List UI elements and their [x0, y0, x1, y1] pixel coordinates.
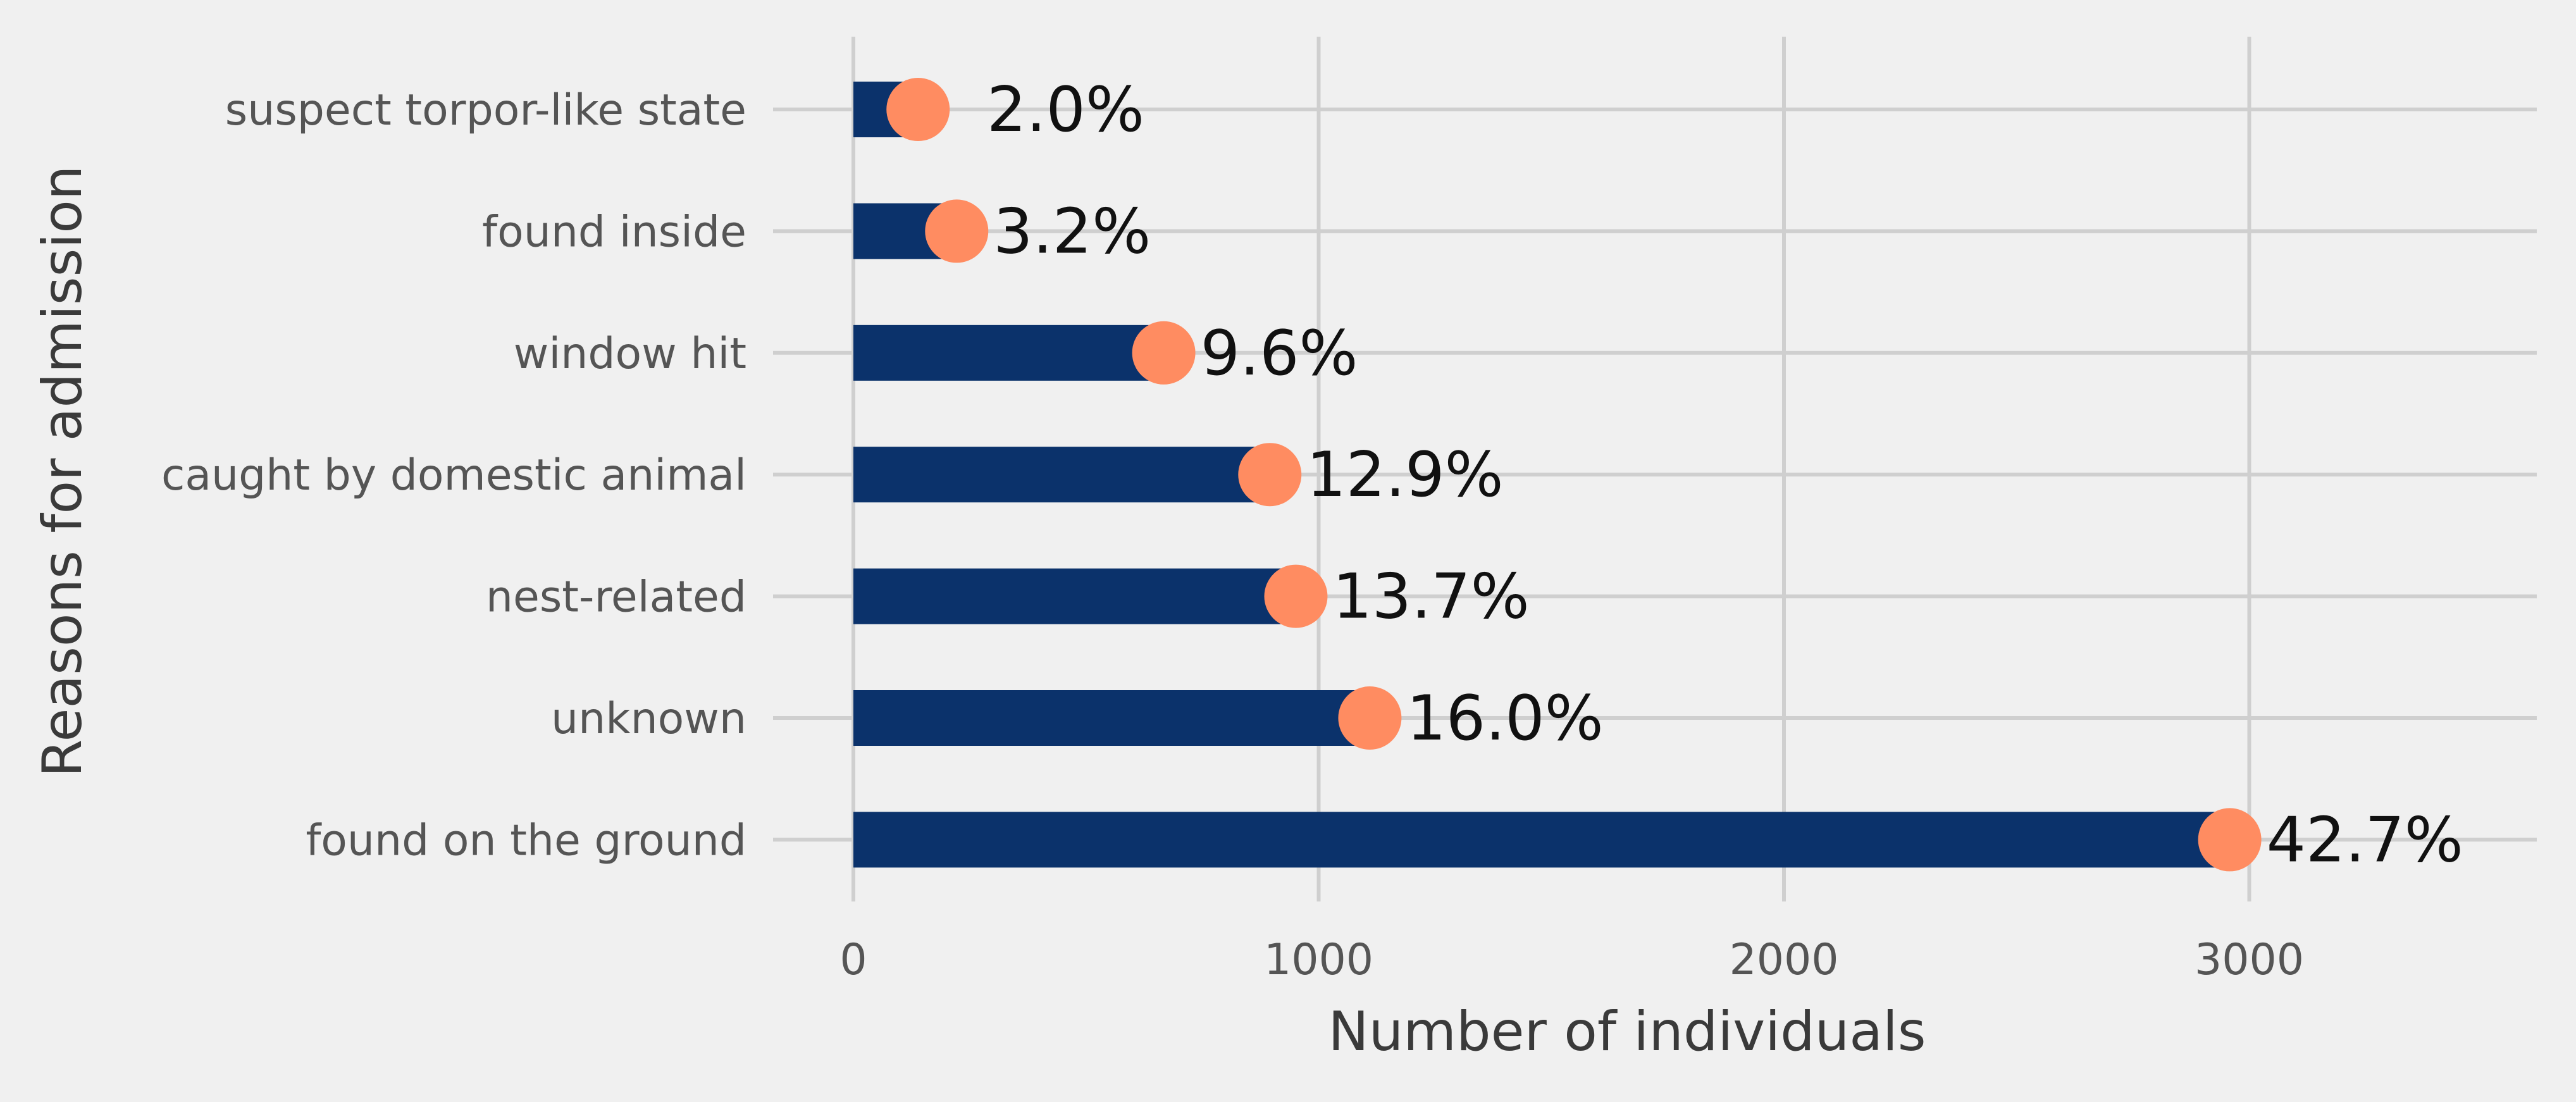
markers: [886, 78, 2262, 872]
percent-label: 13.7%: [1332, 561, 1529, 633]
percent-label: 3.2%: [993, 195, 1151, 268]
value-marker: [1238, 443, 1302, 507]
bar: [853, 568, 1296, 624]
value-marker: [1338, 686, 1402, 750]
x-tick-label: 0: [839, 935, 867, 985]
value-marker: [2198, 808, 2262, 872]
category-label: found inside: [482, 207, 746, 257]
percent-label: 42.7%: [2267, 804, 2463, 876]
value-marker: [886, 78, 950, 141]
percent-label: 9.6%: [1201, 318, 1358, 390]
category-label: nest-related: [486, 573, 746, 622]
percent-label: 16.0%: [1406, 683, 1603, 755]
value-marker: [1132, 321, 1196, 385]
x-tick-label: 1000: [1264, 935, 1373, 985]
bar: [853, 447, 1270, 503]
bar: [853, 812, 2230, 868]
percent-label: 2.0%: [987, 74, 1144, 146]
bar: [853, 690, 1370, 746]
x-tick-label: 2000: [1729, 935, 1838, 985]
value-marker: [1264, 564, 1328, 628]
x-tick-label: 3000: [2195, 935, 2304, 985]
y-axis-label: Reasons for admission: [31, 166, 94, 777]
category-label: window hit: [514, 329, 746, 379]
category-label: caught by domestic animal: [161, 450, 746, 500]
labels: 0 1000 2000 3000 suspect torpor-like state 2.…: [161, 74, 2463, 985]
category-label: unknown: [551, 694, 746, 744]
percent-label: 12.9%: [1306, 439, 1503, 511]
value-marker: [925, 199, 989, 263]
bar: [853, 325, 1164, 381]
category-label: suspect torpor-like state: [225, 85, 746, 135]
category-label: found on the ground: [306, 815, 746, 865]
bars: [853, 82, 2230, 868]
x-axis-label: Number of individuals: [1328, 1000, 1926, 1063]
